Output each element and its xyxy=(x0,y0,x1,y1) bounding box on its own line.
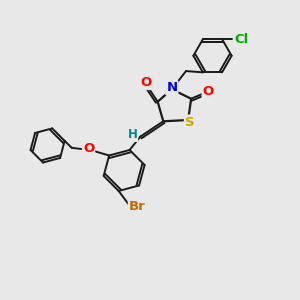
Text: N: N xyxy=(166,81,177,94)
Text: S: S xyxy=(185,116,194,128)
Text: O: O xyxy=(140,76,152,89)
Text: H: H xyxy=(128,128,137,141)
Text: O: O xyxy=(83,142,94,155)
Text: O: O xyxy=(202,85,214,98)
Text: Cl: Cl xyxy=(235,33,249,46)
Text: Br: Br xyxy=(129,200,146,213)
